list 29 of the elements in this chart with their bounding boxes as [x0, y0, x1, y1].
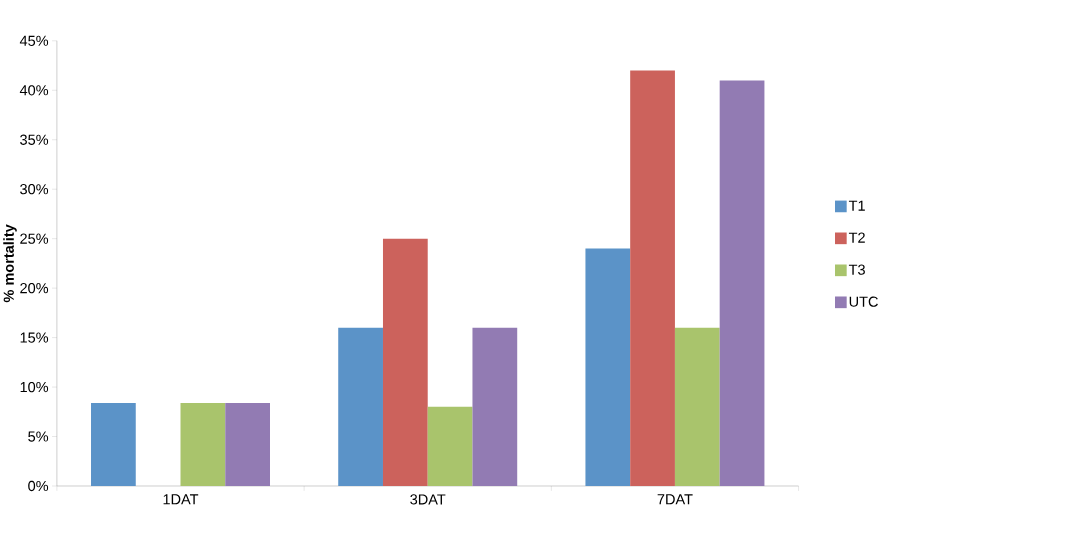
- bar: [719, 80, 765, 486]
- y-tick-label: 40%: [19, 85, 49, 96]
- y-tick-label: 15%: [20, 332, 49, 343]
- bar: [674, 327, 720, 486]
- legend-label: T1: [848, 200, 865, 211]
- y-tick-label: 20%: [20, 282, 49, 294]
- x-tick-label: 3DAT: [410, 494, 446, 505]
- bar: [338, 327, 383, 486]
- x-tick-label: 1DAT: [163, 494, 199, 505]
- y-tick-label: 10%: [20, 381, 49, 393]
- bar: [225, 402, 270, 486]
- y-tick-label: 0%: [28, 480, 49, 492]
- y-tick-label: 5%: [28, 431, 49, 442]
- y-axis-title: % mortality: [3, 224, 17, 303]
- bar: [585, 248, 631, 486]
- bar: [382, 238, 428, 486]
- bar: [427, 406, 473, 486]
- y-tick-label: 35%: [20, 134, 49, 145]
- legend-label: T2: [848, 232, 865, 243]
- bar: [630, 70, 675, 486]
- y-tick-label: 45%: [19, 35, 49, 46]
- y-tick-label: 25%: [20, 233, 49, 244]
- bar: [472, 327, 518, 486]
- x-tick-label: 7DAT: [657, 494, 693, 505]
- legend-label: T3: [848, 264, 865, 275]
- bar: [91, 402, 136, 486]
- legend-label: UTC: [849, 296, 878, 307]
- y-tick-label: 30%: [20, 183, 49, 195]
- bar: [180, 402, 226, 486]
